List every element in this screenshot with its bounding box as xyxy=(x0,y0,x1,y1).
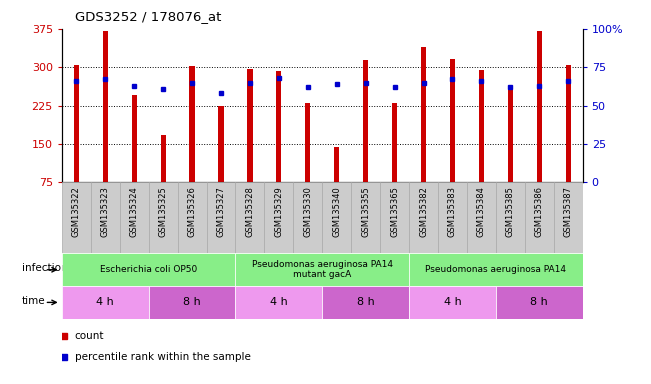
Bar xyxy=(236,182,264,253)
Text: 8 h: 8 h xyxy=(357,297,374,308)
Text: 4 h: 4 h xyxy=(96,297,114,308)
Bar xyxy=(363,60,368,221)
Text: GSM135327: GSM135327 xyxy=(217,186,225,237)
Bar xyxy=(276,71,281,221)
Bar xyxy=(409,182,438,253)
Text: GSM135340: GSM135340 xyxy=(332,186,341,237)
Text: GSM135382: GSM135382 xyxy=(419,186,428,237)
Text: 8 h: 8 h xyxy=(183,297,201,308)
Text: GSM135383: GSM135383 xyxy=(448,186,457,237)
Text: GSM135385: GSM135385 xyxy=(506,186,515,237)
Text: time: time xyxy=(21,296,46,306)
Bar xyxy=(218,106,223,221)
Bar xyxy=(438,182,467,253)
Bar xyxy=(421,47,426,221)
Bar xyxy=(148,286,236,319)
Bar xyxy=(294,182,322,253)
Bar xyxy=(467,182,496,253)
Bar xyxy=(189,66,195,221)
Bar xyxy=(322,182,351,253)
Bar xyxy=(496,182,525,253)
Bar xyxy=(178,182,206,253)
Text: GSM135328: GSM135328 xyxy=(245,186,255,237)
Bar xyxy=(148,182,178,253)
Bar xyxy=(161,135,166,221)
Bar xyxy=(334,147,339,221)
Bar xyxy=(132,95,137,221)
Bar xyxy=(351,182,380,253)
Text: 8 h: 8 h xyxy=(531,297,548,308)
Bar xyxy=(525,182,554,253)
Bar xyxy=(392,103,397,221)
Text: percentile rank within the sample: percentile rank within the sample xyxy=(75,352,251,362)
Bar xyxy=(409,286,496,319)
Bar xyxy=(566,65,571,221)
Bar xyxy=(380,182,409,253)
Text: 4 h: 4 h xyxy=(443,297,462,308)
Text: GSM135326: GSM135326 xyxy=(187,186,197,237)
Text: Escherichia coli OP50: Escherichia coli OP50 xyxy=(100,265,197,274)
Text: GSM135365: GSM135365 xyxy=(390,186,399,237)
Text: 4 h: 4 h xyxy=(270,297,288,308)
Bar xyxy=(409,253,583,286)
Text: GSM135329: GSM135329 xyxy=(274,186,283,237)
Text: GSM135355: GSM135355 xyxy=(361,186,370,237)
Bar xyxy=(322,286,409,319)
Text: GSM135384: GSM135384 xyxy=(477,186,486,237)
Bar xyxy=(74,65,79,221)
Bar xyxy=(478,70,484,221)
Text: GSM135330: GSM135330 xyxy=(303,186,312,237)
Text: Pseudomonas aeruginosa PA14
mutant gacA: Pseudomonas aeruginosa PA14 mutant gacA xyxy=(252,260,393,280)
Text: GSM135387: GSM135387 xyxy=(564,186,573,237)
Text: GDS3252 / 178076_at: GDS3252 / 178076_at xyxy=(75,10,221,23)
Text: Pseudomonas aeruginosa PA14: Pseudomonas aeruginosa PA14 xyxy=(425,265,566,274)
Text: GSM135324: GSM135324 xyxy=(130,186,139,237)
Text: count: count xyxy=(75,331,104,341)
Text: GSM135322: GSM135322 xyxy=(72,186,81,237)
Bar xyxy=(62,182,90,253)
Text: infection: infection xyxy=(21,263,67,273)
Bar xyxy=(450,59,455,221)
Bar xyxy=(120,182,148,253)
Text: GSM135325: GSM135325 xyxy=(159,186,167,237)
Bar xyxy=(90,182,120,253)
Bar xyxy=(103,31,108,221)
Bar xyxy=(496,286,583,319)
Text: GSM135323: GSM135323 xyxy=(101,186,110,237)
Bar xyxy=(206,182,236,253)
Bar xyxy=(62,253,236,286)
Bar xyxy=(536,31,542,221)
Bar xyxy=(264,182,294,253)
Bar xyxy=(247,69,253,221)
Bar xyxy=(236,286,322,319)
Bar xyxy=(62,286,148,319)
Bar xyxy=(508,88,513,221)
Bar xyxy=(236,253,409,286)
Bar xyxy=(554,182,583,253)
Text: GSM135386: GSM135386 xyxy=(534,186,544,237)
Bar xyxy=(305,103,311,221)
